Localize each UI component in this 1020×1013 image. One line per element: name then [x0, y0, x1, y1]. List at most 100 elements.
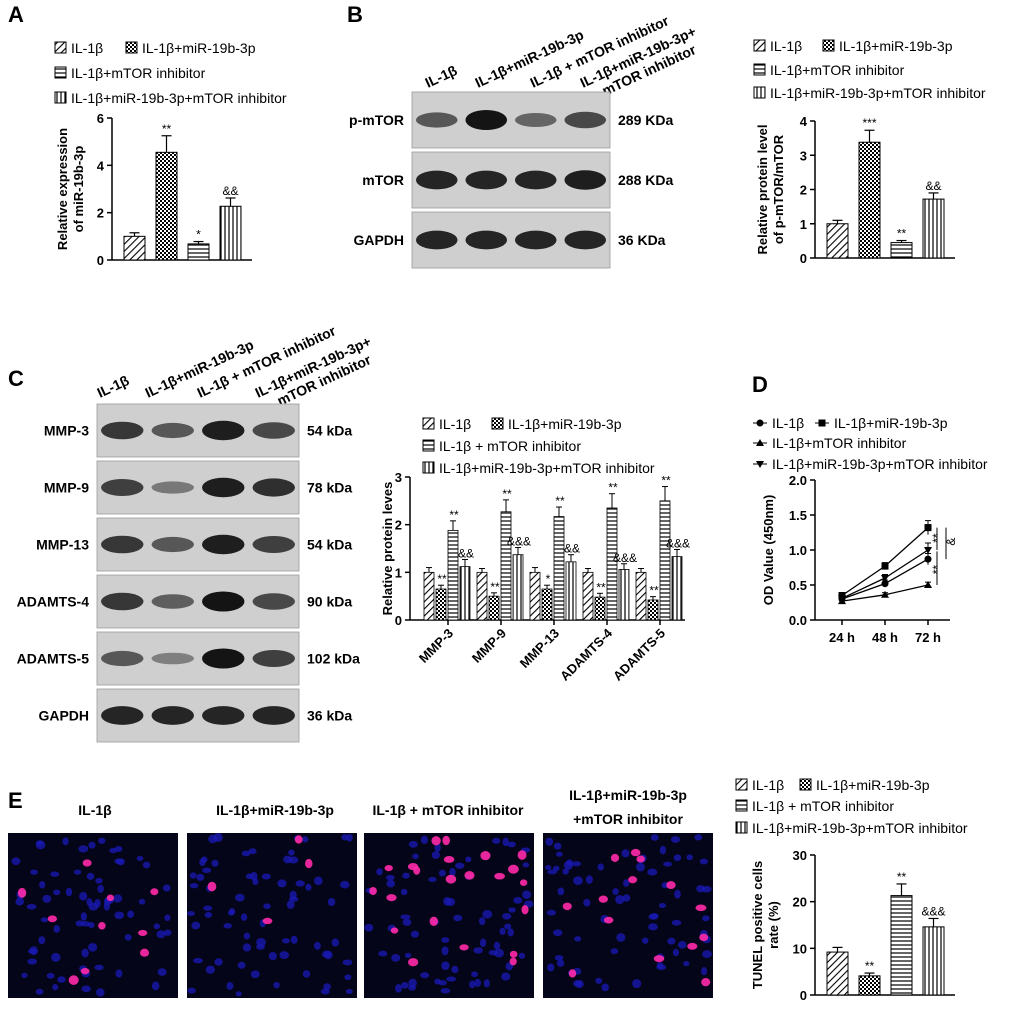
nucleus-blue	[478, 917, 486, 926]
nucleus-blue	[449, 867, 456, 877]
bar	[500, 511, 512, 621]
nucleus-tunel-positive	[407, 863, 419, 871]
legend-label: IL-1β+miR-19b-3p+mTOR inhibitor	[71, 90, 287, 106]
y-tick-label: 2	[97, 206, 104, 221]
legend-label: IL-1β + mTOR inhibitor	[439, 438, 581, 454]
nucleus-blue	[621, 849, 630, 858]
nucleus-tunel-positive	[294, 835, 303, 844]
legend-b: IL-1β IL-1β+miR-19b-3p IL-1β+mTOR inhibi…	[753, 38, 986, 101]
nucleus-blue	[235, 991, 242, 997]
nucleus-tunel-positive	[598, 895, 608, 903]
nucleus-blue	[440, 988, 451, 994]
nucleus-blue	[21, 972, 28, 978]
blot-band	[151, 422, 194, 439]
significance-label: **	[649, 584, 659, 598]
image-caption: IL-1β	[78, 802, 112, 818]
y-tick-label: 6	[97, 111, 104, 126]
nucleus-blue	[256, 938, 266, 947]
nucleus-blue	[205, 965, 215, 974]
blot-band	[101, 535, 144, 554]
bar	[447, 529, 459, 621]
legend-label: IL-1β+miR-19b-3p+mTOR inhibitor	[770, 85, 986, 101]
nucleus-blue	[103, 901, 111, 911]
significance-label: **	[930, 533, 944, 543]
legend-label: IL-1β	[772, 415, 804, 431]
nucleus-blue	[223, 923, 232, 929]
blot-band	[514, 113, 557, 127]
nucleus-blue	[364, 923, 374, 932]
nucleus-blue	[438, 980, 447, 986]
y-tick-label: 0	[800, 251, 807, 266]
nucleus-blue	[127, 910, 135, 919]
nucleus-blue	[88, 841, 96, 849]
lane-label: IL-1β	[95, 372, 132, 401]
nucleus-blue	[420, 835, 428, 845]
size-label: 54 kDa	[307, 537, 352, 553]
blot-band	[101, 592, 144, 611]
nucleus-blue	[501, 972, 511, 981]
nucleus-blue	[585, 875, 593, 884]
nucleus-blue	[632, 979, 642, 989]
nucleus-blue	[211, 859, 219, 867]
significance-label: **	[437, 572, 447, 586]
blot-band	[514, 230, 557, 250]
nucleus-tunel-positive	[509, 950, 518, 958]
bar	[858, 975, 881, 996]
nucleus-tunel-positive	[207, 881, 217, 892]
nucleus-tunel-positive	[98, 921, 106, 930]
protein-label: mTOR	[362, 172, 404, 188]
nucleus-blue	[226, 982, 234, 990]
y-tick-label: 1	[395, 565, 402, 580]
point-circle	[881, 580, 889, 588]
blot-band	[514, 170, 557, 190]
blot-band	[101, 479, 144, 496]
nucleus-blue	[686, 854, 693, 861]
nucleus-tunel-positive	[603, 916, 614, 924]
nucleus-blue	[191, 921, 201, 930]
nucleus-blue	[11, 857, 21, 866]
blot-band	[252, 536, 295, 553]
bar	[922, 926, 945, 996]
legend-swatch-mtor	[753, 63, 766, 76]
y-axis-label: Relative protein leves	[380, 482, 395, 616]
bar	[155, 151, 178, 261]
nucleus-tunel-positive	[464, 870, 475, 880]
blot-band	[252, 650, 295, 667]
nucleus-blue	[702, 915, 710, 922]
nucleus-blue	[659, 845, 667, 855]
nucleus-tunel-positive	[666, 881, 676, 890]
legend-marker-tri-down	[756, 461, 764, 468]
legend-swatch-mir	[799, 778, 812, 791]
blot-band	[202, 591, 245, 612]
nucleus-blue	[552, 929, 563, 937]
y-tick-label: 1.5	[789, 508, 807, 523]
nucleus-blue	[156, 930, 166, 939]
nucleus-blue	[504, 923, 512, 930]
protein-label: MMP-13	[36, 537, 89, 553]
nucleus-tunel-positive	[699, 933, 709, 942]
blot-band	[151, 481, 194, 494]
nucleus-tunel-positive	[80, 968, 90, 975]
nucleus-blue	[554, 955, 564, 961]
nucleus-blue	[386, 879, 395, 888]
nucleus-blue	[151, 981, 160, 991]
size-label: 54 kDa	[307, 423, 352, 439]
y-tick-label: 2	[395, 518, 402, 533]
significance-label: &	[944, 538, 958, 546]
nucleus-blue	[342, 959, 353, 966]
nucleus-blue	[204, 911, 213, 918]
nucleus-blue	[557, 887, 565, 896]
nucleus-blue	[672, 948, 680, 957]
nucleus-blue	[57, 976, 66, 983]
y-tick-label: 30	[793, 848, 807, 863]
nucleus-blue	[124, 934, 132, 941]
nucleus-blue	[507, 928, 514, 937]
y-tick-label: 2.0	[789, 473, 807, 488]
legend-label: IL-1β+mTOR inhibitor	[71, 65, 206, 81]
nucleus-blue	[469, 980, 476, 989]
blot-band	[202, 648, 245, 669]
nucleus-blue	[647, 868, 658, 876]
legend-swatch-combo	[735, 821, 748, 834]
nucleus-tunel-positive	[653, 955, 665, 963]
